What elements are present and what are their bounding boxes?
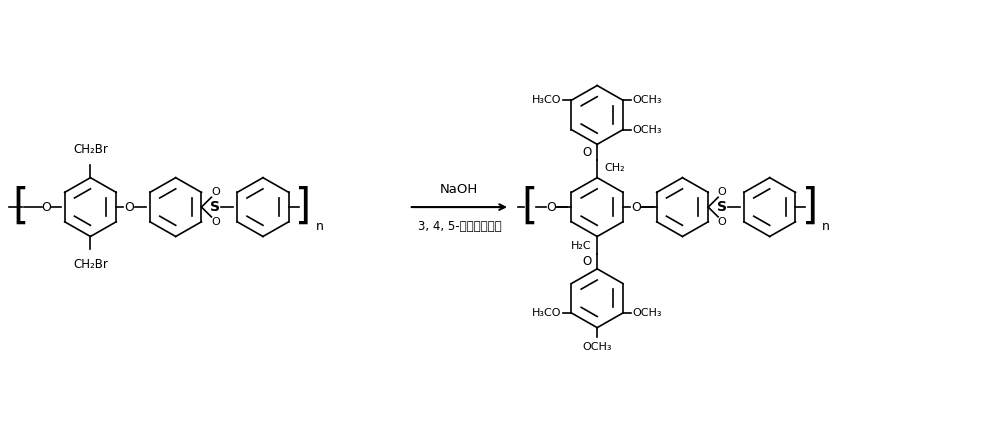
Text: O: O (211, 187, 220, 197)
Text: [: [ (12, 186, 28, 228)
Text: OCH₃: OCH₃ (582, 342, 612, 352)
Text: CH₂Br: CH₂Br (73, 258, 108, 271)
Text: O: O (582, 255, 591, 268)
Text: n: n (315, 220, 323, 233)
Text: O: O (41, 200, 51, 214)
Text: OCH₃: OCH₃ (633, 124, 662, 135)
Text: n: n (822, 220, 830, 233)
Text: O: O (718, 217, 726, 227)
Text: ]: ] (295, 186, 312, 228)
Text: NaOH: NaOH (440, 183, 478, 196)
Text: ]: ] (802, 186, 818, 228)
Text: [: [ (522, 186, 538, 228)
Text: 3, 4, 5-三甲氧基苯酚: 3, 4, 5-三甲氧基苯酚 (418, 220, 501, 233)
Text: H₃CO: H₃CO (532, 95, 562, 105)
Text: O: O (582, 146, 591, 159)
Text: O: O (631, 200, 641, 214)
Text: OCH₃: OCH₃ (633, 95, 662, 105)
Text: O: O (124, 200, 134, 214)
Text: H₂C: H₂C (571, 241, 591, 251)
Text: CH₂Br: CH₂Br (73, 143, 108, 156)
Text: H₃CO: H₃CO (532, 308, 562, 318)
Text: O: O (547, 200, 557, 214)
Text: S: S (717, 200, 727, 214)
Text: S: S (210, 200, 220, 214)
Text: O: O (718, 187, 726, 197)
Text: CH₂: CH₂ (604, 163, 625, 173)
Text: O: O (211, 217, 220, 227)
Text: OCH₃: OCH₃ (633, 308, 662, 318)
